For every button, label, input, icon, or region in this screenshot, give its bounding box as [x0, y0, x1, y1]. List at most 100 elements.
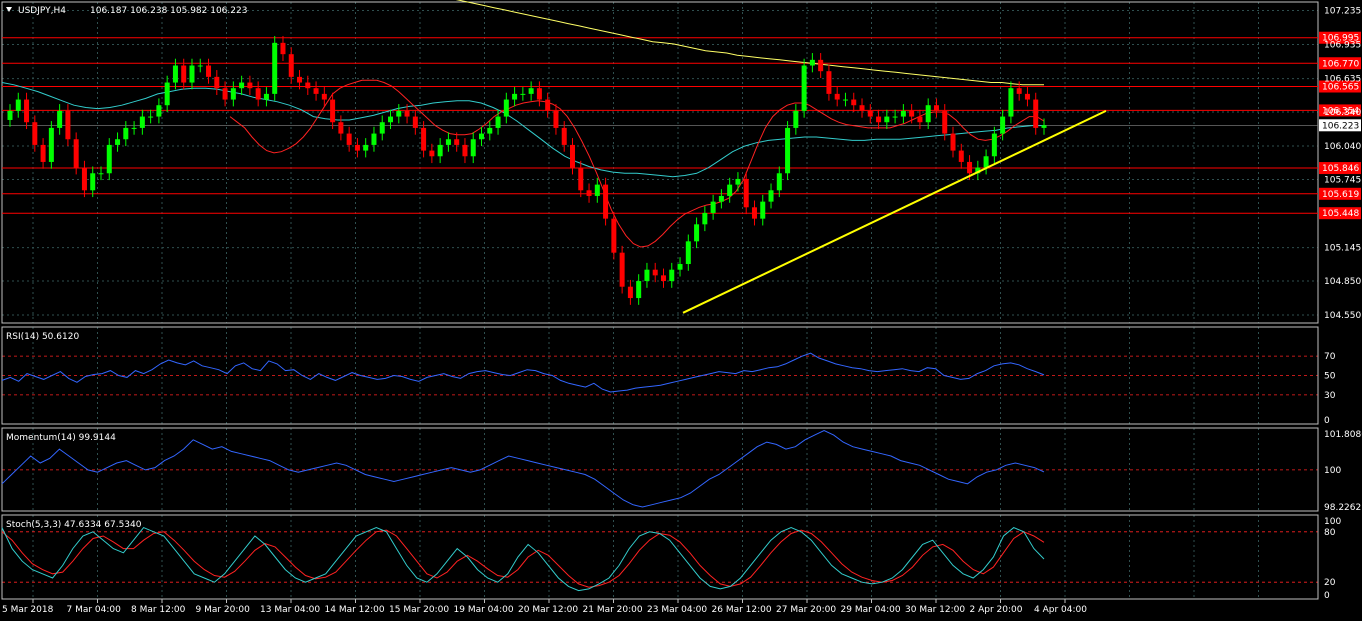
candle-body	[388, 116, 394, 123]
candle-body	[851, 99, 857, 106]
x-tick-label: 15 Mar 20:00	[389, 605, 449, 615]
candle-body	[164, 82, 170, 106]
x-tick-label: 14 Mar 12:00	[325, 605, 385, 615]
candle-body	[512, 93, 518, 100]
x-tick-label: 13 Mar 04:00	[260, 605, 320, 615]
x-tick-label: 27 Mar 20:00	[776, 605, 836, 615]
x-tick-label: 5 Mar 2018	[2, 605, 54, 615]
candle-body	[636, 281, 642, 299]
candle-body	[321, 93, 327, 100]
candle-body	[619, 252, 625, 287]
indicator-lines	[1, 352, 1045, 592]
candle-body	[495, 116, 501, 128]
momentum-title: Momentum(14) 99.9144	[6, 433, 116, 443]
candle-body	[48, 127, 54, 162]
candle-body	[1000, 116, 1006, 134]
candle-body	[991, 133, 997, 157]
level-tag	[1319, 162, 1361, 175]
candle-body	[735, 178, 741, 185]
candle-body	[536, 88, 542, 100]
y-tick-label: 107.235	[1324, 7, 1361, 17]
candle-body	[611, 218, 617, 253]
candle-body	[15, 99, 21, 111]
x-tick-label: 29 Mar 04:00	[841, 605, 901, 615]
candle-body	[346, 133, 352, 145]
rsi-title: RSI(14) 50.6120	[6, 332, 79, 342]
level-tag	[1319, 57, 1361, 70]
y-tick-label: 105.745	[1324, 176, 1361, 186]
y-tick-label: 98.2262	[1324, 503, 1361, 513]
level-tag-label: 105.619	[1322, 190, 1359, 200]
candle-body	[354, 144, 360, 151]
candle-body	[652, 269, 658, 276]
candle-body	[950, 133, 956, 151]
stoch-signal-line	[1, 529, 1045, 588]
candle-body	[751, 207, 757, 219]
candle-body	[710, 201, 716, 213]
y-tick-label: 106.340	[1324, 108, 1361, 118]
pane-frame	[1, 1, 1319, 324]
candle-body	[867, 110, 873, 117]
candle-body	[172, 65, 178, 83]
candle-body	[834, 93, 840, 100]
candle-body	[206, 65, 212, 77]
collapse-triangle-icon[interactable]	[6, 7, 12, 12]
candle-body	[81, 167, 87, 191]
pane-frame	[1, 514, 1319, 600]
pane-frame	[1, 427, 1319, 512]
candle-body	[379, 122, 385, 134]
level-tag-label: 105.846	[1322, 164, 1359, 174]
candle-body	[785, 127, 791, 174]
candle-body	[57, 110, 63, 128]
candle-body	[520, 93, 526, 95]
candle-body	[338, 122, 344, 134]
level-tag	[1319, 207, 1361, 220]
x-tick-label: 30 Mar 12:00	[905, 605, 965, 615]
candle-body	[892, 116, 898, 118]
level-tag-label: 106.354	[1322, 106, 1359, 116]
candle-body	[305, 82, 311, 89]
candle-body	[65, 110, 71, 140]
candle-body	[975, 167, 981, 174]
candle-body	[40, 144, 46, 162]
y-tick-label: 106.935	[1324, 41, 1361, 51]
candle-body	[7, 110, 13, 120]
ma-fast-line	[229, 79, 1045, 248]
candle-body	[470, 139, 476, 157]
pane-frame	[1, 326, 1319, 425]
candle-body	[603, 184, 609, 219]
candle-body	[123, 127, 129, 140]
x-axis-labels: 5 Mar 2018 7 Mar 04:00 8 Mar 12:00 9 Mar 20…	[2, 599, 1087, 615]
y-tick-label: 30	[1324, 391, 1336, 401]
candle-body	[404, 110, 410, 117]
candle-body	[396, 110, 402, 117]
candle-body	[694, 224, 700, 242]
y-tick-label: 20	[1324, 578, 1336, 588]
x-tick-label: 26 Mar 12:00	[712, 605, 772, 615]
level-tag-label: 106.995	[1322, 34, 1359, 44]
candle-body	[586, 190, 592, 196]
level-tag-label: 106.565	[1322, 83, 1359, 93]
y-tick-label: 80	[1324, 528, 1336, 538]
candle-body	[776, 173, 782, 191]
current-price-tag	[1319, 119, 1361, 132]
y-tick-label: 104.550	[1324, 311, 1361, 321]
candle-body	[925, 105, 931, 123]
candle-body	[1041, 125, 1047, 128]
candle-body	[462, 144, 468, 157]
candle-body	[1024, 93, 1030, 100]
candle-body	[842, 99, 848, 101]
candle-body	[98, 173, 104, 175]
candle-body	[942, 110, 948, 134]
candle-body	[131, 127, 137, 129]
candle-body	[280, 42, 286, 55]
candle-body	[115, 139, 121, 145]
candle-body	[884, 116, 890, 123]
ma-mid-line	[1, 82, 1044, 178]
candle-body	[454, 139, 460, 145]
candle-body	[685, 241, 691, 265]
candle-body	[263, 93, 269, 100]
candles	[7, 36, 1047, 305]
